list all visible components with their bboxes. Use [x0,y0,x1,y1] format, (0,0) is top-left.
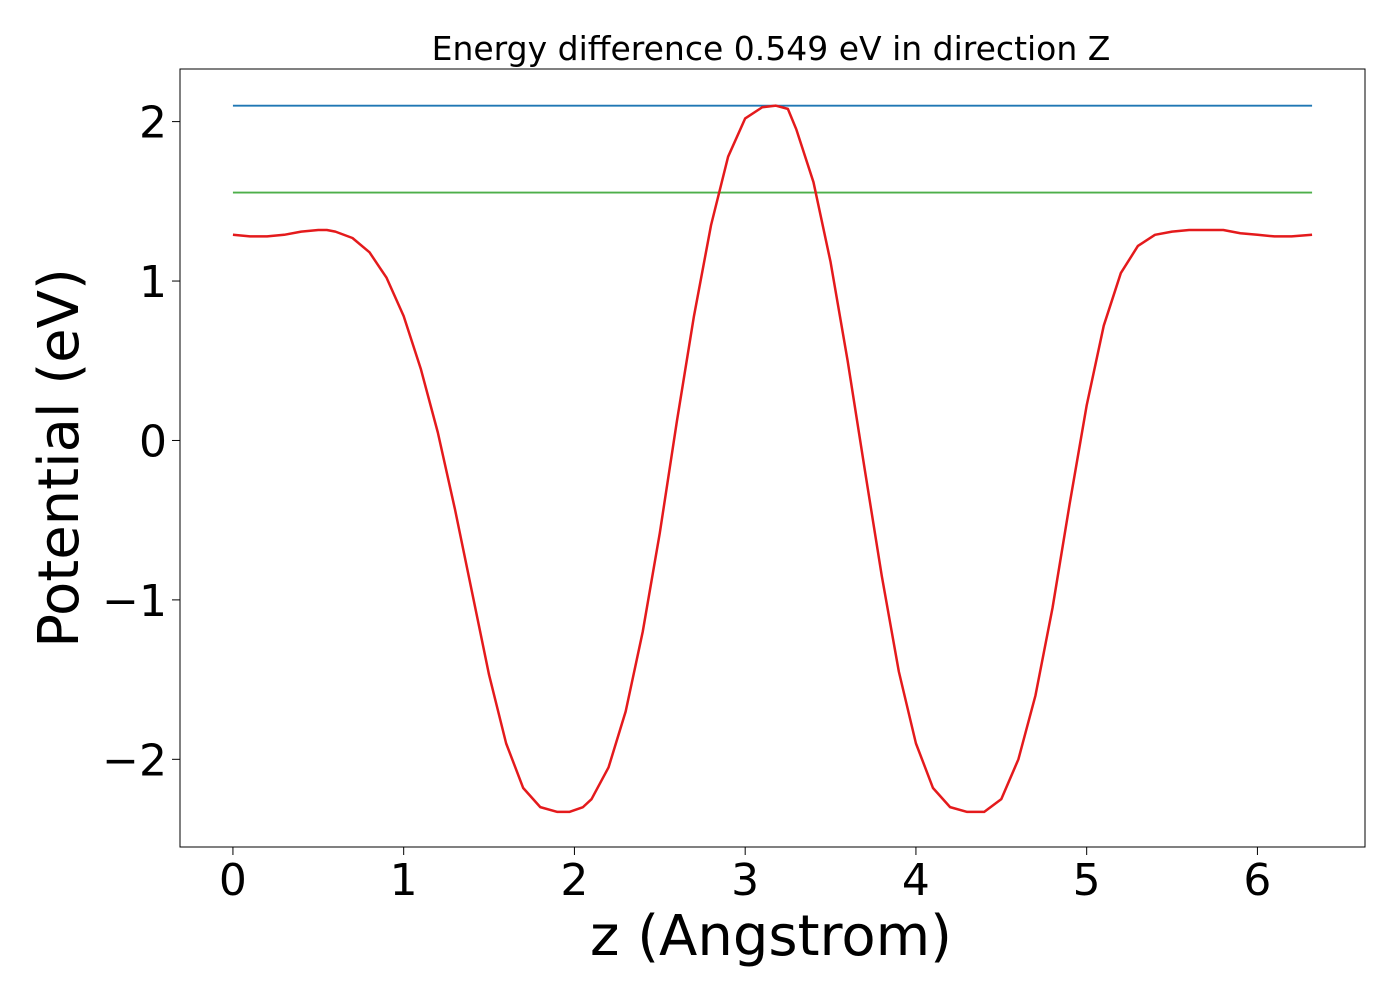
y-axis: −2 −1 0 1 2 [102,98,180,786]
x-tick-label: 1 [390,855,418,906]
series-line-0 [232,104,1313,814]
plot-frame [179,68,1366,848]
x-tick-label: 4 [902,855,930,906]
y-tick-label: 2 [139,98,167,149]
x-tick-label: 0 [219,855,247,906]
y-tick-label: −2 [102,735,167,786]
y-tick-label: 0 [139,416,167,467]
x-axis: 0 1 2 3 4 5 6 [219,847,1271,906]
x-tick-label: 3 [731,855,759,906]
y-tick-label: −1 [102,576,167,627]
plot-area [232,104,1313,814]
y-axis-label: Potential (eV) [27,268,92,648]
chart-title: Energy difference 0.549 eV in direction … [432,29,1111,68]
x-tick-label: 5 [1073,855,1101,906]
y-tick-label: 1 [139,257,167,308]
x-tick-label: 6 [1243,855,1271,906]
x-tick-label: 2 [560,855,588,906]
x-axis-label: z (Angstrom) [590,904,952,969]
